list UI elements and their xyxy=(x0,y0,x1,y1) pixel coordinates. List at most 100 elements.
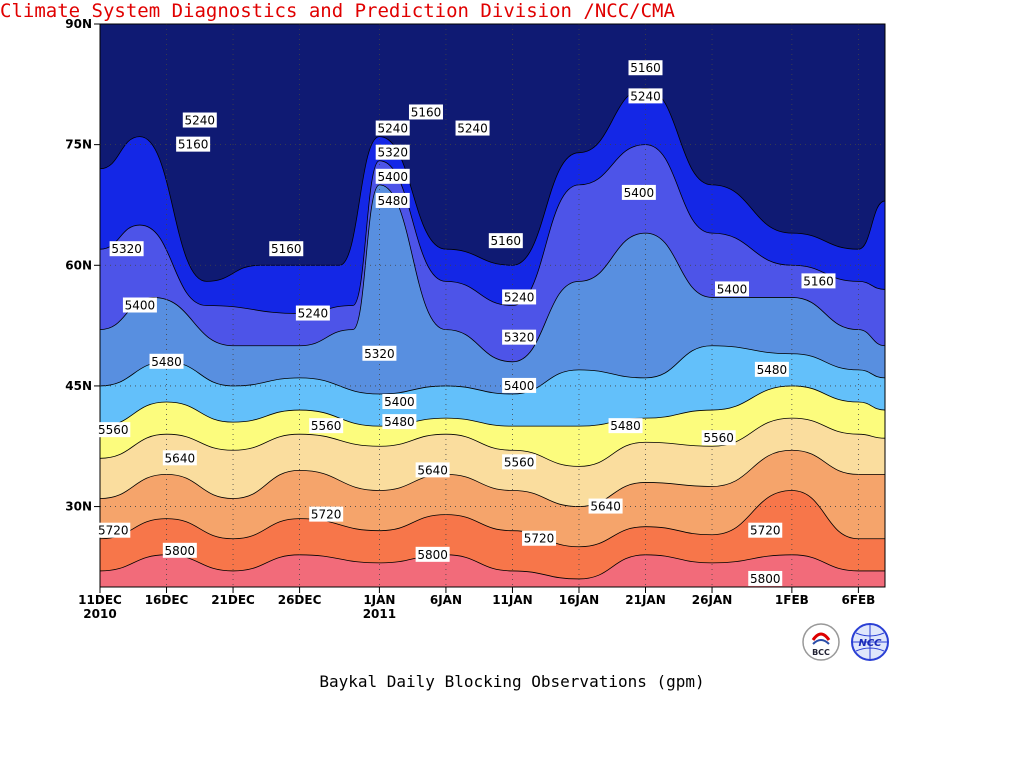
x-tick-label: 21DEC xyxy=(211,593,255,607)
contour-label-text: 5480 xyxy=(757,363,788,377)
contour-5720 xyxy=(100,490,885,548)
contour-label-text: 5720 xyxy=(750,524,781,538)
contour-label-text: 5640 xyxy=(165,451,196,465)
contour-label-text: 5160 xyxy=(803,274,834,288)
contour-label-text: 5160 xyxy=(271,242,302,256)
contour-label-text: 5160 xyxy=(178,138,209,152)
plot-frame xyxy=(99,23,886,588)
contour-label-text: 5720 xyxy=(311,508,342,522)
y-tick-label: 75N xyxy=(65,138,92,152)
contour-label-text: 5480 xyxy=(151,355,182,369)
contour-label-text: 5560 xyxy=(703,431,734,445)
contour-5800 xyxy=(100,554,885,580)
contour-label-text: 5320 xyxy=(377,146,408,160)
contour-label-text: 5240 xyxy=(504,290,535,304)
contour-label-text: 5480 xyxy=(384,415,415,429)
contour-label: 5800 xyxy=(748,570,783,586)
contour-label: 5240 xyxy=(375,120,410,136)
contour-label-text: 5320 xyxy=(111,242,142,256)
contour-label: 5160 xyxy=(269,241,304,257)
x-tick-label: 16DEC xyxy=(145,593,189,607)
contour-label: 5400 xyxy=(382,394,417,410)
contour-label: 5400 xyxy=(714,281,749,297)
contour-label: 5480 xyxy=(375,192,410,208)
contour-label-text: 5800 xyxy=(165,544,196,558)
contour-label: 5800 xyxy=(162,542,197,558)
contour-lines xyxy=(100,87,885,580)
ncc-logo-text: NCC xyxy=(858,638,882,649)
contour-label-text: 5400 xyxy=(384,395,415,409)
contour-5400 xyxy=(100,345,885,395)
contour-label-text: 5640 xyxy=(590,500,621,514)
contour-label-text: 5400 xyxy=(125,299,156,313)
contour-label: 5400 xyxy=(502,377,537,393)
x-tick-label: 21JAN xyxy=(625,593,666,607)
contour-label-text: 5720 xyxy=(98,524,129,538)
contour-label: 5320 xyxy=(362,345,397,361)
contour-label: 5720 xyxy=(748,522,783,538)
contour-label: 5480 xyxy=(149,353,184,369)
contour-label: 5720 xyxy=(522,530,557,546)
grid-lines xyxy=(100,24,885,587)
contour-label: 5400 xyxy=(375,168,410,184)
x-tick-label: 1FEB xyxy=(775,593,809,607)
y-axis: 90N 75N 60N 45N 30N xyxy=(65,17,100,514)
contour-label-text: 5160 xyxy=(491,234,522,248)
contour-labels: 5160524051605240532054005480532051605240… xyxy=(96,60,836,586)
contour-label: 5160 xyxy=(488,233,523,249)
contour-label: 5480 xyxy=(754,361,789,377)
contour-label: 5240 xyxy=(182,112,217,128)
contour-label: 5240 xyxy=(295,305,330,321)
contour-label-text: 5320 xyxy=(364,347,395,361)
contour-label-text: 5480 xyxy=(377,194,408,208)
contour-label: 5560 xyxy=(502,454,537,470)
contour-label: 5160 xyxy=(176,136,211,152)
contour-label: 5720 xyxy=(309,506,344,522)
contour-label-text: 5400 xyxy=(504,379,535,393)
x-tick-label: 26JAN xyxy=(692,593,733,607)
contour-label-text: 5480 xyxy=(610,419,641,433)
contour-label: 5560 xyxy=(309,418,344,434)
footer-credit: Climate System Diagnostics and Predictio… xyxy=(0,0,675,22)
contour-label: 5160 xyxy=(801,273,836,289)
contour-label-text: 5560 xyxy=(98,423,129,437)
contour-label: 5320 xyxy=(502,329,537,345)
contour-5320 xyxy=(100,184,885,363)
contour-label-text: 5400 xyxy=(717,282,748,296)
contour-label-text: 5160 xyxy=(630,61,661,75)
contour-label: 5640 xyxy=(162,450,197,466)
ncc-logo: NCC xyxy=(851,623,889,661)
contour-5240 xyxy=(100,144,885,314)
contour-label: 5400 xyxy=(621,184,656,200)
contour-label: 5640 xyxy=(588,498,623,514)
contour-label-text: 5640 xyxy=(417,463,448,477)
contour-label-text: 5800 xyxy=(750,572,781,586)
x-tick-label: 1JAN xyxy=(363,593,395,607)
contour-label: 5480 xyxy=(382,414,417,430)
y-tick-label: 45N xyxy=(65,379,92,393)
x-tick-label: 6JAN xyxy=(430,593,462,607)
contour-5640 xyxy=(100,449,885,507)
contour-label: 5800 xyxy=(415,546,450,562)
y-tick-label: 60N xyxy=(65,258,92,272)
y-tick-label: 90N xyxy=(65,17,92,31)
x-tick-label: 16JAN xyxy=(559,593,600,607)
x-tick-label: 11DEC xyxy=(78,593,122,607)
contour-label: 5160 xyxy=(628,60,663,76)
contour-label-text: 5240 xyxy=(377,122,408,136)
contour-5480 xyxy=(100,385,885,427)
bcc-logo-text: BCC xyxy=(812,648,830,657)
bcc-logo: BCC xyxy=(802,623,840,661)
x-tick-label: 6FEB xyxy=(841,593,875,607)
contour-label: 5640 xyxy=(415,462,450,478)
contour-label-text: 5240 xyxy=(185,114,216,128)
x-tick-label: 26DEC xyxy=(278,593,322,607)
x-tick-year: 2011 xyxy=(363,607,396,621)
contour-label: 5480 xyxy=(608,418,643,434)
x-tick-label: 11JAN xyxy=(492,593,533,607)
contour-label-text: 5160 xyxy=(411,105,442,119)
contour-label-text: 5400 xyxy=(377,170,408,184)
contour-label-text: 5720 xyxy=(524,532,555,546)
